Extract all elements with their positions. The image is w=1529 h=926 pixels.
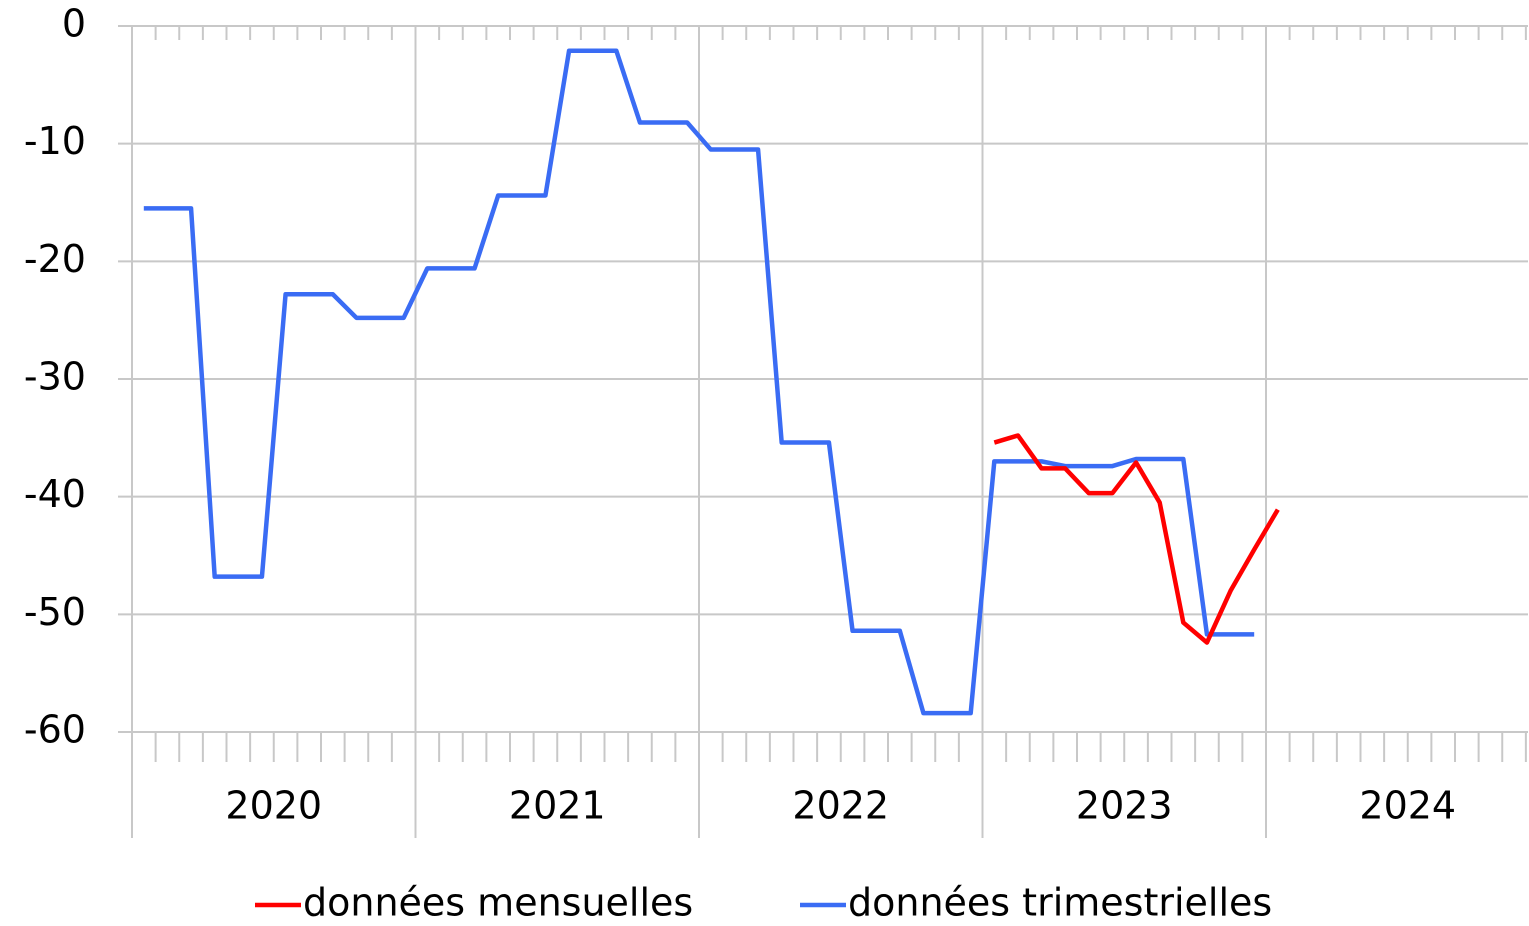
y-tick-label: -10 xyxy=(24,119,86,163)
x-tick-label: 2022 xyxy=(792,784,889,828)
y-tick-label: -20 xyxy=(24,237,86,281)
y-tick-label: -30 xyxy=(24,355,86,399)
x-tick-label: 2021 xyxy=(509,784,606,828)
x-tick-label: 2023 xyxy=(1076,784,1173,828)
series-line xyxy=(993,433,1280,645)
y-tick-label: -40 xyxy=(24,472,86,516)
series-line xyxy=(143,48,1255,716)
x-tick-label: 2024 xyxy=(1359,784,1456,828)
x-tick-label: 2020 xyxy=(225,784,322,828)
legend-label: données trimestrielles xyxy=(848,881,1272,925)
y-tick-label: 0 xyxy=(62,2,86,46)
legend-label: données mensuelles xyxy=(303,881,693,925)
y-tick-label: -60 xyxy=(24,708,86,752)
y-tick-label: -50 xyxy=(24,590,86,634)
